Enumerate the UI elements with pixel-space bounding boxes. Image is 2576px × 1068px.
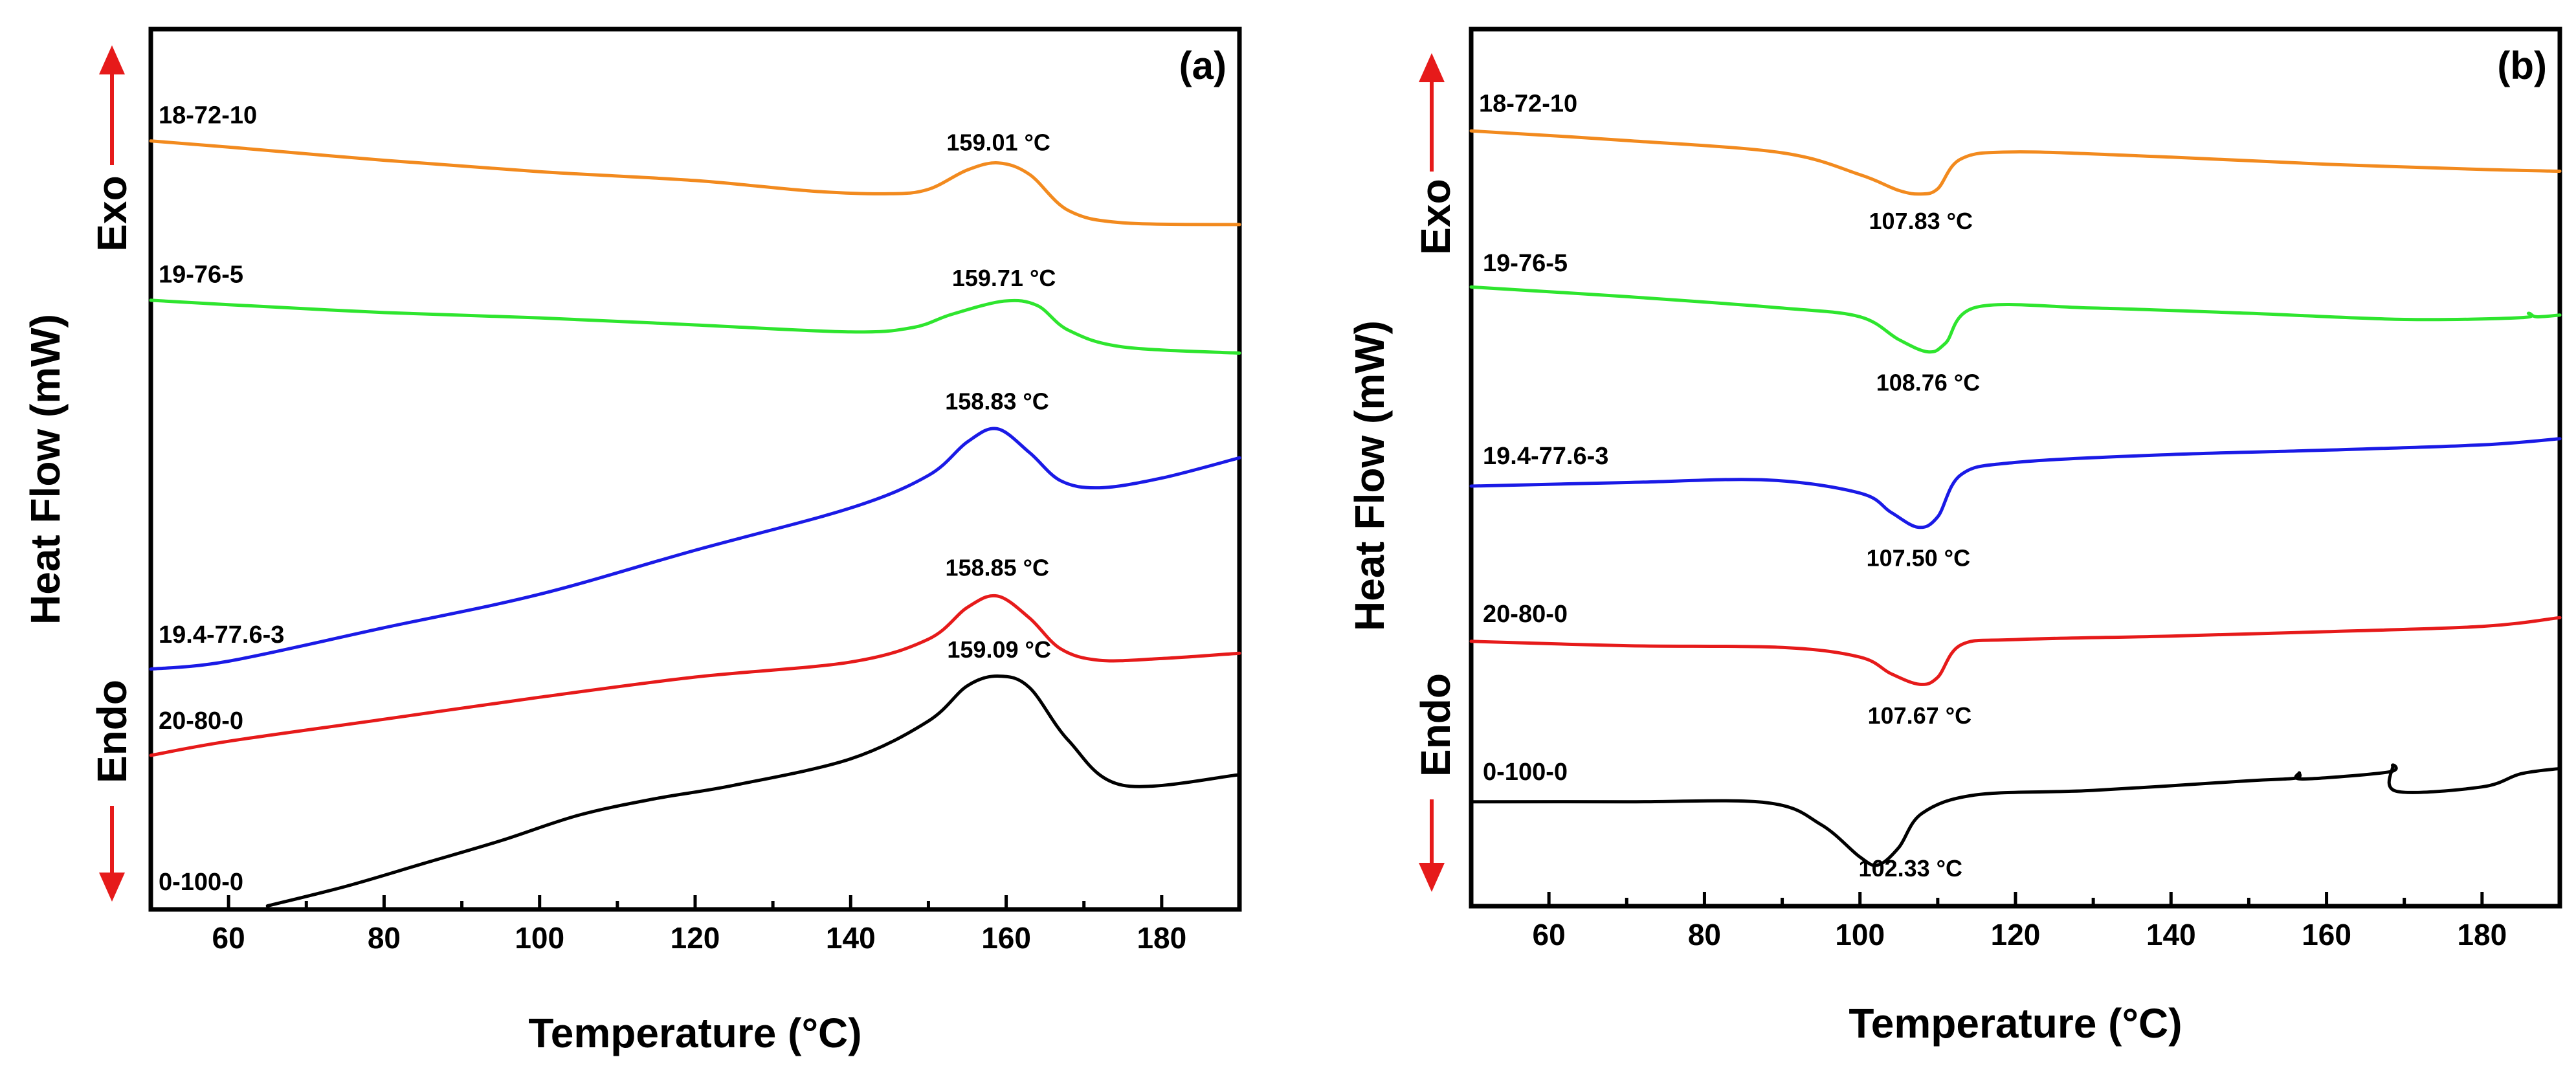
panel-b-peak-label: 107.50 °C: [1867, 544, 1971, 571]
panel-b-x-tick-label: 120: [1991, 918, 2041, 951]
panel-b-x-tick-label: 60: [1533, 918, 1566, 951]
panel-b-endo-label: Endo: [1412, 673, 1459, 777]
panel-b-frame: [1469, 27, 2562, 909]
panel-a-x-tick-label: 80: [368, 921, 401, 955]
panel-a-peak-label: 159.01 °C: [946, 129, 1050, 156]
panel-a-peak-label: 159.09 °C: [947, 636, 1051, 663]
panel-b-x-tick-label: 180: [2457, 918, 2507, 951]
panel-a-series-19_4-77_6-3: [149, 427, 1241, 671]
panel-a-x-tick-label: 140: [826, 921, 876, 955]
panel-b-peak-label: 102.33 °C: [1859, 855, 1963, 882]
panel-b-x-tick-label: 80: [1688, 918, 1721, 951]
panel-b-series-name-label: 20-80-0: [1483, 601, 1568, 628]
panel-a-x-axis-title: Temperature (°C): [528, 1010, 861, 1056]
panel-b-series-name-label: 18-72-10: [1479, 90, 1577, 117]
panel-a-ticks: 60 80 100 120 140 160 180: [149, 895, 1241, 955]
panel-a-series-20-80-0: [149, 594, 1241, 757]
panel-a-series-name-label: 0-100-0: [159, 869, 243, 896]
panel-b-series-name-label: 19-76-5: [1483, 250, 1568, 277]
panel-b-series-20-80-0: [1469, 616, 2562, 686]
panel-b-peak-label: 107.67 °C: [1868, 702, 1972, 729]
panel-b: Temperature (°C) Heat Flow (mW) Exo Endo…: [1346, 27, 2562, 1047]
panel-a-endo-label: Endo: [89, 680, 135, 783]
panel-b-peak-label: 107.83 °C: [1869, 208, 1973, 234]
panel-a-labels: 18-72-10 19-76-5 19.4-77.6-3 20-80-0 0-100-0: [159, 102, 284, 896]
panel-a-peak-label: 159.71 °C: [952, 265, 1056, 291]
panel-b-exo-arrow-icon: [1419, 53, 1445, 172]
panel-a: Temperature (°C) Heat Flow (mW) Exo Endo…: [22, 27, 1242, 1056]
panel-a-x-tick-label: 100: [515, 921, 564, 955]
panel-a-exo-arrow-icon: [99, 45, 125, 165]
panel-a-exo-label: Exo: [89, 175, 135, 251]
panel-b-x-tick-label: 100: [1835, 918, 1885, 951]
panel-a-x-tick-label: 120: [671, 921, 720, 955]
panel-a-series: 159.01 °C 159.71 °C 158.83 °C 158.85 °C 159.…: [149, 129, 1241, 908]
panel-b-endo-arrow-icon: [1419, 799, 1445, 892]
panel-a-peak-label: 158.85 °C: [945, 555, 1049, 581]
panel-b-labels: 18-72-10 19-76-5 19.4-77.6-3 20-80-0 0-100-0: [1479, 90, 1608, 786]
panel-a-peak-label: 158.83 °C: [945, 388, 1049, 415]
panel-b-x-axis-title: Temperature (°C): [1849, 1000, 2182, 1047]
panel-a-series-name-label: 20-80-0: [159, 707, 243, 735]
panel-b-label: (b): [2497, 44, 2547, 87]
panel-b-series-name-label: 19.4-77.6-3: [1483, 443, 1608, 470]
panel-b-series-19-76-5: [1469, 285, 2562, 354]
panel-a-x-tick-label: 160: [981, 921, 1031, 955]
panel-a-x-tick-label: 60: [212, 921, 245, 955]
panel-b-series-name-label: 0-100-0: [1483, 759, 1568, 786]
panel-b-y-axis-title: Heat Flow (mW): [1346, 320, 1393, 631]
panel-b-series-19_4-77_6-3: [1469, 437, 2562, 529]
panel-a-series-name-label: 19.4-77.6-3: [159, 621, 284, 649]
panel-a-series-19-76-5: [149, 298, 1241, 355]
panel-a-series-18-72-10: [149, 139, 1241, 227]
panel-a-endo-arrow-icon: [99, 806, 125, 902]
panel-b-peak-label: 108.76 °C: [1876, 369, 1981, 395]
panel-b-x-tick-label: 140: [2146, 918, 2196, 951]
panel-a-series-0-100-0: [265, 674, 1241, 908]
panel-a-series-name-label: 19-76-5: [159, 261, 243, 289]
panel-b-x-tick-label: 160: [2302, 918, 2351, 951]
panel-b-series-18-72-10: [1469, 129, 2562, 196]
panel-b-series: 107.83 °C 108.76 °C 107.50 °C 107.67 °C 102.…: [1469, 129, 2562, 882]
panel-b-exo-label: Exo: [1412, 179, 1459, 254]
panel-a-frame: [148, 27, 1242, 912]
panel-a-label: (a): [1179, 44, 1227, 87]
panel-b-series-0-100-0: [1469, 763, 2562, 867]
panel-b-ticks: 60 80 100 120 140 160 180: [1469, 892, 2562, 951]
panel-a-series-name-label: 18-72-10: [159, 102, 257, 129]
panel-a-y-axis-title: Heat Flow (mW): [22, 314, 69, 625]
panel-a-x-tick-label: 180: [1137, 921, 1186, 955]
